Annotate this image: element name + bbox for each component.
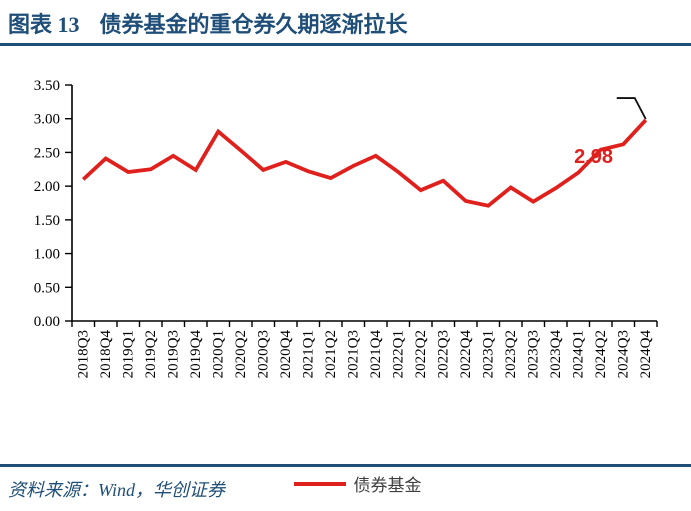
y-axis-label: 2.00 <box>34 179 60 195</box>
duration-line-chart: 0.00 0.50 1.00 1.50 2.00 2.50 3.00 3.50 2018Q3 20… <box>34 78 658 379</box>
y-axis-label: 3.00 <box>34 112 60 128</box>
legend: 债券基金 <box>12 471 691 496</box>
x-axis-label: 2021Q3 <box>345 330 361 378</box>
x-axis-label: 2018Q4 <box>98 330 114 379</box>
x-axis-label: 2020Q4 <box>278 330 294 379</box>
x-axis-label: 2019Q4 <box>188 330 204 379</box>
x-axis-label: 2024Q4 <box>638 330 654 379</box>
x-axis-label: 2019Q1 <box>120 330 136 378</box>
x-axis-label: 2023Q2 <box>503 330 519 378</box>
y-axis-label: 0.00 <box>34 314 60 330</box>
chart-area: 0.00 0.50 1.00 1.50 2.00 2.50 3.00 3.50 2018Q3 20… <box>0 60 691 495</box>
figure-title-text: 债券基金的重仓券久期逐渐拉长 <box>99 12 408 37</box>
x-axis-label: 2020Q1 <box>210 330 226 378</box>
y-axis-label: 0.50 <box>34 280 60 296</box>
footer-rule <box>0 464 691 467</box>
x-axis-label: 2021Q2 <box>323 330 339 378</box>
x-axis-label: 2022Q1 <box>390 330 406 378</box>
x-axis-label: 2021Q1 <box>300 330 316 378</box>
x-axis-label: 2019Q2 <box>143 330 159 378</box>
x-axis-label: 2024Q3 <box>615 330 631 378</box>
figure-number-label: 图表 13 <box>8 12 80 37</box>
series-line <box>81 118 648 208</box>
x-axis-label: 2020Q3 <box>255 330 271 378</box>
annotation-connector <box>616 97 647 120</box>
x-axis-label: 2020Q2 <box>233 330 249 378</box>
x-axis-label: 2022Q2 <box>413 330 429 378</box>
legend-label: 债券基金 <box>353 476 422 495</box>
x-axis-label: 2024Q2 <box>593 330 609 378</box>
x-axis-label: 2023Q1 <box>480 330 496 378</box>
legend-line-swatch <box>293 481 346 486</box>
peak-annotation: 2.98 <box>574 146 613 168</box>
y-axis-label: 3.50 <box>34 78 60 94</box>
y-axis-label: 1.50 <box>34 213 60 229</box>
figure-title: 图表 13 债券基金的重仓券久期逐渐拉长 <box>8 7 408 39</box>
x-axis-label: 2018Q3 <box>75 330 91 378</box>
y-axis-label: 2.50 <box>34 145 60 161</box>
x-axis-label: 2021Q4 <box>368 330 384 379</box>
y-axis-label: 1.00 <box>34 247 60 263</box>
axis-lines <box>71 85 657 322</box>
x-axis-label: 2023Q4 <box>548 330 564 379</box>
x-axis-label: 2024Q1 <box>570 330 586 378</box>
source-note: 资料来源：Wind，华创证券 <box>8 480 226 500</box>
x-axis-label: 2023Q3 <box>525 330 541 378</box>
x-axis-label: 2022Q3 <box>435 330 451 378</box>
x-axis-label: 2019Q3 <box>165 330 181 378</box>
title-rule <box>0 43 691 46</box>
x-axis-label: 2022Q4 <box>458 330 474 379</box>
